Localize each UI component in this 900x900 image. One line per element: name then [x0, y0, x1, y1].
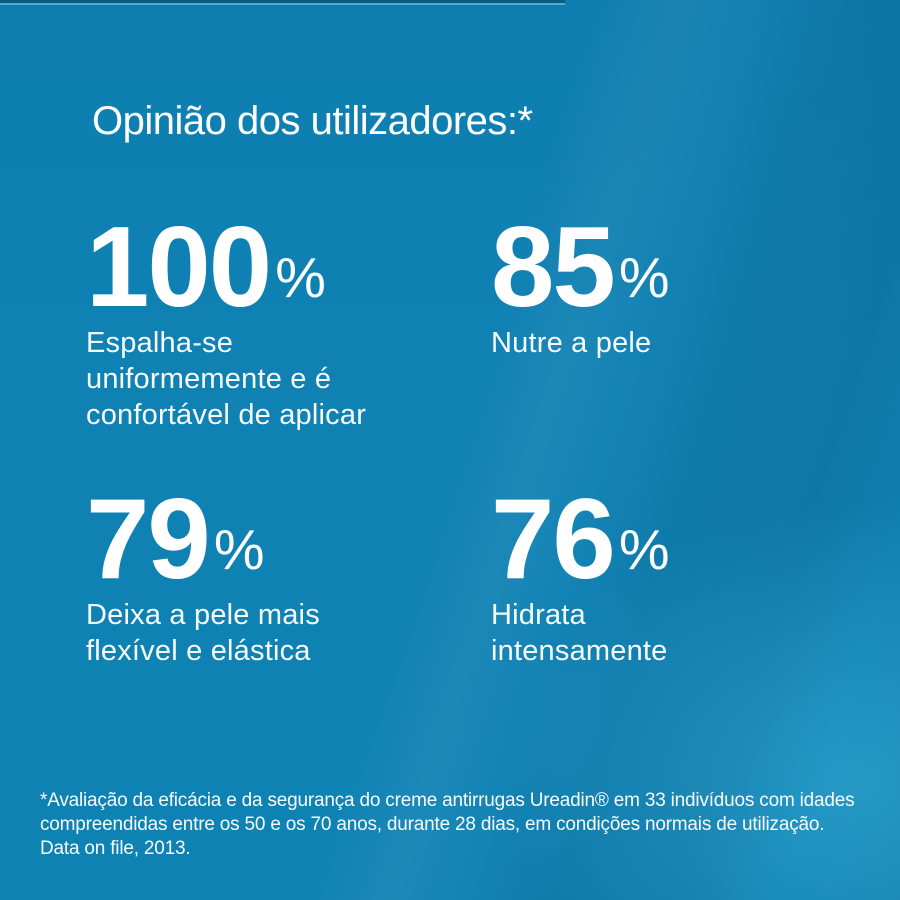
stat-label: Hidrata intensamente — [491, 597, 881, 669]
stat-number: 100 % — [86, 204, 476, 331]
stat-number: 76 % — [491, 476, 881, 603]
stat-label-line: Nutre a pele — [491, 327, 652, 359]
stat-label-line: confortável de aplicar — [86, 399, 367, 431]
percent-sign: % — [618, 518, 670, 582]
footnote: *Avaliação da eficácia e da segurança do… — [40, 789, 855, 861]
stat-label-line: flexível e elástica — [86, 635, 311, 667]
stat-label-line: uniformemente e é — [86, 363, 332, 395]
stat-card-espalha: 100 % Espalha-se uniformemente e é confo… — [86, 204, 476, 433]
page-title: Opinião dos utilizadores:* — [92, 99, 533, 143]
stat-card-nutre: 85 % Nutre a pele — [491, 204, 881, 361]
stat-label: Deixa a pele mais flexível e elástica — [86, 597, 476, 669]
stat-value: 79 — [86, 476, 211, 603]
stat-label-line: Deixa a pele mais — [86, 599, 320, 631]
footnote-line: *Avaliação da eficácia e da segurança do… — [40, 790, 855, 811]
top-edge-shadow — [0, 0, 565, 3]
footnote-line: Data on file, 2013. — [40, 838, 191, 859]
percent-sign: % — [618, 246, 670, 310]
stat-label-line: Espalha-se — [86, 327, 234, 359]
stat-label: Espalha-se uniformemente e é confortável… — [86, 325, 476, 433]
stat-value: 85 — [491, 204, 616, 331]
stat-value: 76 — [491, 476, 616, 603]
percent-sign: % — [213, 518, 265, 582]
footnote-line: compreendidas entre os 50 e os 70 anos, … — [40, 814, 825, 835]
percent-sign: % — [275, 246, 326, 310]
stat-label-line: intensamente — [491, 635, 668, 667]
stat-card-hidrata: 76 % Hidrata intensamente — [491, 476, 881, 669]
top-edge-highlight — [0, 3, 565, 5]
stat-label-line: Hidrata — [491, 599, 586, 631]
stat-card-flexivel: 79 % Deixa a pele mais flexível e elásti… — [86, 476, 476, 669]
stat-label: Nutre a pele — [491, 325, 881, 361]
stat-number: 85 % — [491, 204, 881, 331]
stat-value: 100 — [86, 204, 272, 331]
stat-number: 79 % — [86, 476, 476, 603]
